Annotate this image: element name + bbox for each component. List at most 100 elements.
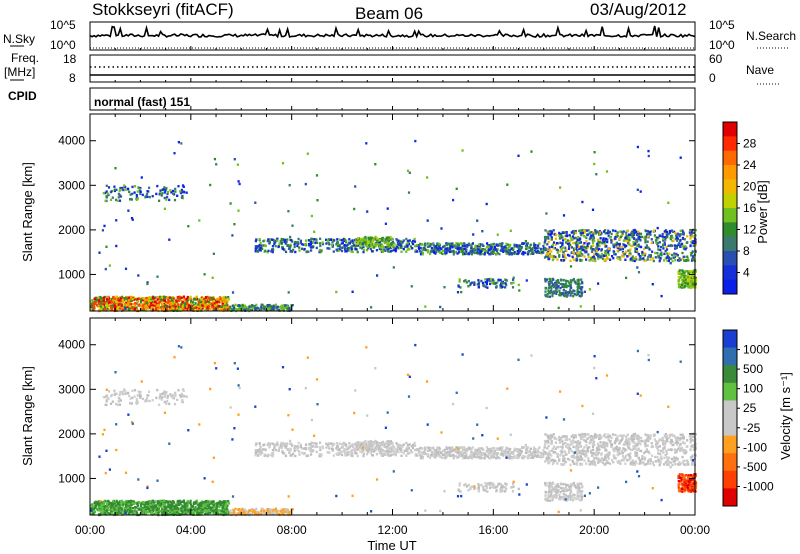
power-echo-cell [546,236,549,239]
power-echo-cell [295,241,298,244]
power-echo-cell [505,242,508,246]
power-echo-cell [145,302,148,305]
power-echo-cell [643,259,646,262]
power-echo-cell [111,308,114,311]
power-echo-cell [603,242,606,245]
velocity-echo-cell [222,504,225,507]
power-echo-cell [461,242,464,245]
velocity-echo-cell [159,504,162,508]
power-echo-cell [596,242,599,246]
power-echo-cell [472,248,475,251]
power-echo-cell [308,242,311,246]
power-echo-cell [289,245,292,248]
power-echo-cell [373,243,377,246]
velocity-echo-cell [328,451,331,454]
power-echo-cell [309,239,312,242]
power-echo-cell [487,247,491,250]
velocity-echo-cell [149,500,152,503]
nsearch-tick-top: 10^5 [709,18,735,32]
power-echo-cell [258,248,261,251]
velocity-echo-cell [207,509,210,512]
power-echo-cell [339,246,342,250]
velocity-echo-cell [321,446,325,450]
velocity-echo-cell [181,395,184,398]
power-echo-cell [311,246,314,249]
power-echo-cell [670,244,673,248]
velocity-echo-cell [319,454,323,458]
power-echo-cell [497,278,500,282]
power-echo-cell [181,191,184,194]
power-echo-cell [407,191,411,194]
power-echo-cell [443,244,446,248]
power-echo-cell [577,254,580,257]
power-echo-cell [550,290,553,294]
power-echo-cell [266,251,269,254]
power-echo-cell [470,253,473,256]
power-echo-cell [115,296,118,299]
power-echo-cell [667,232,670,236]
power-echo-cell [677,282,680,285]
power-echo-cell [533,251,536,254]
power-echo-cell [548,283,551,286]
velocity-echo-cell [284,446,287,449]
velocity-echo-cell [243,510,246,514]
power-echo-cell [582,249,585,252]
velocity-echo-cell [133,389,137,392]
velocity-echo-cell [287,510,291,514]
power-echo-cell [98,251,101,254]
power-echo-cell [571,238,574,241]
power-echo-cell [181,300,184,304]
power-echo-cell [355,244,358,248]
power-echo-cell [262,240,265,243]
power-echo-cell [135,302,138,305]
y-tick-label: 3000 [58,178,85,192]
velocity-echo-cell [170,395,173,398]
power-echo-cell [441,252,444,256]
velocity-echo-cell [113,501,116,504]
velocity-echo-cell [158,403,161,406]
power-echo-cell [478,244,481,248]
power-echo-cell [501,242,504,245]
power-echo-cell [378,245,381,249]
power-echo-cell [469,282,472,285]
power-echo-cell [149,296,152,299]
power-echo-cell [602,254,606,258]
power-echo-cell [550,287,553,290]
power-echo-cell [148,306,151,309]
power-echo-cell [232,309,235,312]
velocity-echo-cell [115,504,118,507]
velocity-echo-cell [212,501,215,504]
power-echo-cell [367,239,370,242]
power-echo-cell [676,239,679,242]
power-echo-cell [183,298,186,301]
power-echo-cell [348,242,351,245]
power-echo-cell [267,249,270,253]
power-echo-cell [679,233,682,236]
power-echo-cell [455,242,458,245]
power-echo-cell [683,255,686,259]
power-echo-cell [606,238,609,241]
power-echo-cell [686,257,689,260]
power-echo-cell [550,250,553,253]
power-echo-cell [636,233,639,237]
power-echo-cell [500,244,503,247]
velocity-echo-cell [413,444,417,447]
velocity-echo-cell [344,454,347,457]
velocity-echo-cell [219,504,222,507]
power-echo-cell [546,248,549,251]
velocity-echo-cell [226,508,229,511]
velocity-echo-cell [179,503,182,506]
velocity-echo-cell [160,506,163,509]
power-echo-cell [644,241,647,244]
power-echo-cell [512,276,515,279]
velocity-echo-cell [119,390,122,394]
velocity-echo-cell [272,512,275,515]
power-echo-cell [351,250,354,254]
power-echo-cell [593,230,597,234]
power-echo-cell [504,279,508,282]
power-echo-cell [109,190,113,194]
velocity-echo-cell [104,395,107,399]
velocity-echo-cell [148,500,151,503]
power-echo-cell [485,202,488,206]
power-echo-cell [619,235,622,239]
